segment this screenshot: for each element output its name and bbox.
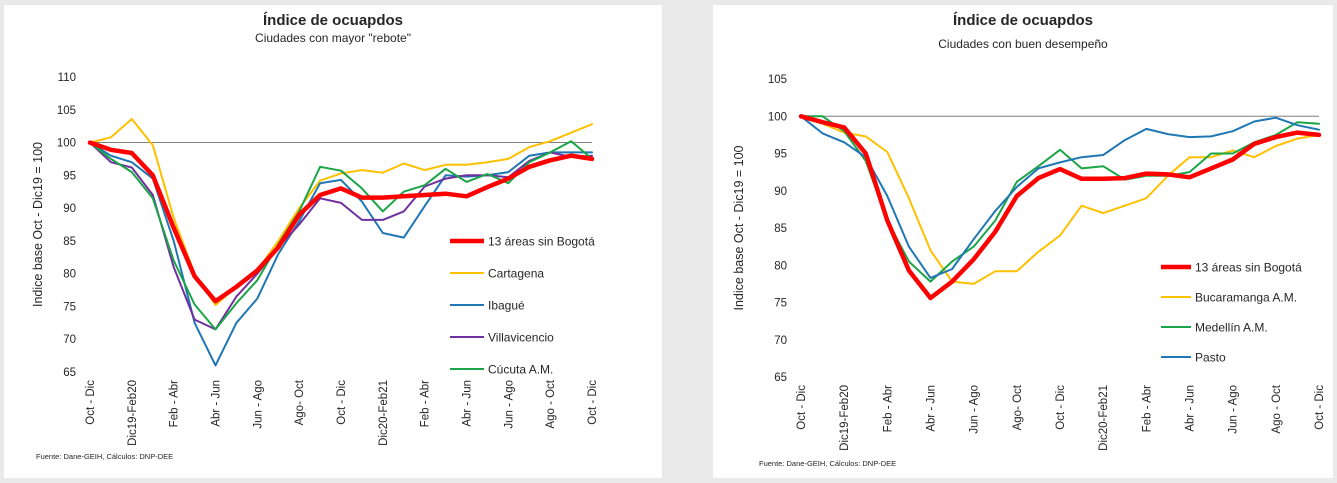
x-tick-label: Abr - Jun bbox=[462, 380, 474, 427]
chart-panel-left: Índice de ocuapdos Ciudades con mayor "re… bbox=[4, 5, 662, 478]
x-tick-label: Abr - Jun bbox=[211, 380, 223, 427]
x-tick-label: Dic19-Feb20 bbox=[127, 380, 139, 446]
x-tick-label: Jun - Ago bbox=[503, 380, 515, 429]
x-tick-label: Jun - Ago bbox=[969, 385, 981, 434]
x-tick-label: Jun - Ago bbox=[252, 380, 264, 429]
chart-left: Índice de ocuapdos Ciudades con mayor "re… bbox=[31, 12, 599, 461]
series-line-1 bbox=[89, 141, 593, 367]
legend-entry: Cúcuta A.M. bbox=[488, 363, 553, 377]
x-tick-label: Dic20-Feb21 bbox=[378, 380, 390, 446]
y-tick-label: 100 bbox=[768, 111, 787, 123]
y-tick-label: 65 bbox=[63, 367, 76, 379]
x-tick-label: Dic19-Feb20 bbox=[839, 385, 851, 451]
series-line-4 bbox=[87, 140, 595, 304]
chart-title: Índice de ocuapdos bbox=[953, 12, 1093, 29]
series-line-3 bbox=[89, 140, 593, 331]
y-tick-label: 75 bbox=[774, 298, 787, 310]
x-tick-label: Feb - Abr bbox=[1141, 385, 1153, 432]
x-tick-label: Dic20-Feb21 bbox=[1098, 385, 1110, 451]
legend-entry: 13 áreas sin Bogotá bbox=[488, 235, 595, 249]
legend-entry: Villavicencio bbox=[488, 331, 554, 345]
y-tick-label: 95 bbox=[63, 170, 76, 182]
y-tick-label: 110 bbox=[58, 72, 76, 84]
y-tick-label: 105 bbox=[768, 74, 787, 86]
y-tick-label: 90 bbox=[774, 186, 787, 198]
y-tick-label: 80 bbox=[63, 269, 76, 281]
source-note: Fuente: Dane-GEIH, Cálculos: DNP-DEE bbox=[759, 459, 896, 468]
y-tick-label: 95 bbox=[774, 149, 787, 161]
y-tick-label: 85 bbox=[63, 236, 76, 248]
x-tick-label: Feb - Abr bbox=[420, 380, 432, 427]
y-tick-label: 105 bbox=[57, 105, 76, 117]
y-tick-label: 75 bbox=[63, 301, 76, 313]
chart-panel-right: Índice de ocuapdos Ciudades con buen dese… bbox=[713, 5, 1333, 478]
y-tick-label: 100 bbox=[57, 138, 76, 150]
x-tick-label: Oct - Dic bbox=[587, 380, 599, 425]
series-line-3 bbox=[798, 114, 1322, 301]
x-tick-label: Ago- Oct bbox=[294, 379, 306, 425]
x-tick-label: Jun - Ago bbox=[1228, 385, 1240, 434]
legend-entry: Pasto bbox=[1195, 351, 1226, 365]
chart-title: Índice de ocuapdos bbox=[263, 12, 403, 29]
x-tick-label: Ago - Oct bbox=[1271, 384, 1283, 433]
y-tick-label: 65 bbox=[774, 372, 787, 384]
x-tick-label: Abr - Jun bbox=[1185, 385, 1197, 432]
x-tick-label: Oct - Dic bbox=[336, 380, 348, 425]
x-tick-label: Feb - Abr bbox=[882, 385, 894, 432]
chart-right: Índice de ocuapdos Ciudades con buen dese… bbox=[732, 12, 1326, 468]
x-tick-label: Abr - Jun bbox=[926, 385, 938, 432]
series-line-0 bbox=[800, 115, 1320, 285]
y-tick-label: 80 bbox=[774, 260, 787, 272]
chart-subtitle: Ciudades con buen desempeño bbox=[938, 37, 1108, 51]
y-tick-label: 90 bbox=[63, 203, 76, 215]
series-line-0 bbox=[89, 118, 593, 307]
x-tick-label: Oct - Dic bbox=[1055, 385, 1067, 430]
legend-entry: 13 áreas sin Bogotá bbox=[1195, 261, 1302, 275]
y-axis-label: Indice base Oct - Dic19 = 100 bbox=[31, 142, 45, 307]
legend-entry: Bucaramanga A.M. bbox=[1195, 291, 1297, 305]
y-tick-label: 70 bbox=[774, 335, 787, 347]
x-tick-label: Oct - Dic bbox=[1314, 385, 1326, 430]
x-tick-label: Oct - Dic bbox=[796, 385, 808, 430]
x-tick-label: Oct - Dic bbox=[85, 380, 97, 425]
x-tick-label: Ago - Oct bbox=[545, 379, 557, 428]
series-line-2 bbox=[800, 115, 1320, 279]
source-note: Fuente: Dane-GEIH, Cálculos: DNP-DEE bbox=[36, 452, 173, 461]
x-tick-label: Feb - Abr bbox=[169, 380, 181, 427]
x-tick-label: Ago- Oct bbox=[1012, 384, 1024, 430]
legend-entry: Cartagena bbox=[488, 267, 544, 281]
legend-entry: Ibagué bbox=[488, 299, 525, 313]
y-tick-label: 70 bbox=[63, 334, 76, 346]
chart-subtitle: Ciudades con mayor "rebote" bbox=[255, 31, 411, 45]
y-tick-label: 85 bbox=[774, 223, 787, 235]
legend-entry: Medellín A.M. bbox=[1195, 321, 1268, 335]
y-axis-label: Indice base Oct - Dic19 = 100 bbox=[732, 145, 746, 310]
